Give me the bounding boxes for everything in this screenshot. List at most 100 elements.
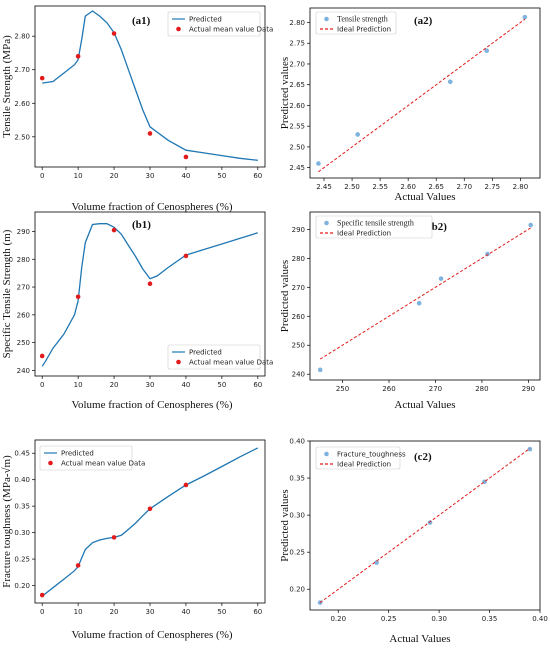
x-tick-label: 30 <box>146 381 155 389</box>
legend-entry: Predicted <box>189 16 222 24</box>
data-point <box>39 592 45 598</box>
data-point <box>355 132 360 137</box>
data-point <box>183 154 189 160</box>
data-point <box>111 31 117 36</box>
legend-marker-swatch <box>324 451 329 457</box>
y-tick-label: 0.45 <box>14 450 30 458</box>
x-tick-label: 10 <box>74 381 83 389</box>
x-tick-label: 280 <box>475 385 488 393</box>
x-tick-label: 30 <box>146 172 155 180</box>
x-tick-label: 290 <box>522 385 535 393</box>
legend-entry: Predicted <box>189 349 222 357</box>
plot-frame <box>309 440 541 611</box>
chart-c2: 0.20 0.25 0.30 0.35 0.40 0.20 0.25 0.30 0.35 0.40… <box>279 438 548 646</box>
panel-label: (b2) <box>428 221 447 233</box>
y-tick-label: 2.45 <box>289 164 305 172</box>
x-tick-label: 20 <box>110 172 119 180</box>
legend-box <box>315 215 433 239</box>
y-tick-label: 2.75 <box>289 40 305 48</box>
x-tick-label: 20 <box>110 608 119 616</box>
y-tick-label: 290 <box>17 228 30 236</box>
y-tick-label: 0.20 <box>14 582 30 590</box>
x-tick-label: 20 <box>110 381 119 389</box>
legend-marker-swatch <box>324 16 329 22</box>
y-tick-label: 0.40 <box>14 476 30 484</box>
y-tick-label: 2.55 <box>289 123 305 131</box>
legend-entry: Actual mean value Data <box>189 359 273 367</box>
data-point <box>39 75 45 81</box>
data-point <box>438 276 444 281</box>
x-axis-label: Actual Values <box>394 191 455 203</box>
data-point <box>75 54 81 59</box>
x-tick-label: 10 <box>74 172 83 180</box>
legend-entry: Ideal Prediction <box>337 26 391 34</box>
legend: Tensile strength Ideal Prediction <box>315 11 397 35</box>
data-point <box>183 253 189 259</box>
y-tick-label: 2.50 <box>14 133 30 141</box>
legend-box <box>315 11 397 35</box>
x-tick-label: 2.70 <box>456 183 472 191</box>
legend-entry: Ideal Prediction <box>337 461 391 469</box>
legend-entry: Predicted <box>61 450 94 458</box>
x-tick-label: 260 <box>382 385 395 393</box>
x-tick-label: 50 <box>217 608 226 616</box>
y-tick-label: 240 <box>292 371 305 379</box>
x-tick-label: 30 <box>146 608 155 616</box>
panel-label: (a2) <box>414 15 433 27</box>
legend-marker-swatch <box>324 220 329 226</box>
x-axis-label: Volume fraction of Cenospheres (%) <box>71 201 232 213</box>
x-tick-label: 0.30 <box>431 615 447 623</box>
x-tick-label: 2.60 <box>400 183 416 191</box>
y-tick-label: 2.70 <box>14 66 30 74</box>
y-tick-label: 0.30 <box>14 529 30 537</box>
chart-c1: 0 10 20 30 40 50 60 0.20 0.25 0.30 0.35 0.40 0.45 Vol… <box>1 439 266 641</box>
ideal-prediction-line <box>319 447 531 604</box>
x-tick-label: 60 <box>253 608 262 616</box>
y-axis-label: Predicted values <box>279 489 291 561</box>
x-axis-label: Volume fraction of Cenospheres (%) <box>71 399 232 411</box>
y-axis-label: Tensile Strength (MPa) <box>1 35 13 138</box>
data-point <box>528 222 534 228</box>
ideal-prediction-line <box>318 18 526 173</box>
x-tick-label: 270 <box>429 385 442 393</box>
x-tick-label: 0.40 <box>532 615 548 623</box>
data-point <box>75 563 81 568</box>
y-tick-label: 0.35 <box>289 475 305 483</box>
data-point <box>147 506 153 512</box>
y-tick-label: 280 <box>292 255 305 263</box>
data-point <box>317 367 323 373</box>
y-tick-label: 0.40 <box>289 438 305 446</box>
data-point <box>147 131 153 136</box>
panel-label: (c2) <box>414 451 432 463</box>
predicted-line <box>41 447 259 597</box>
legend: Specific tensile strength Ideal Predictio… <box>315 215 433 239</box>
x-tick-label: 50 <box>217 381 226 389</box>
x-tick-label: 2.75 <box>485 183 501 191</box>
data-point <box>111 535 117 540</box>
y-tick-label: 0.35 <box>14 503 30 511</box>
y-tick-label: 250 <box>17 339 30 347</box>
data-point <box>447 79 453 85</box>
y-tick-label: 2.60 <box>289 102 305 110</box>
plot-frame <box>309 7 541 179</box>
x-tick-label: 40 <box>181 608 190 616</box>
predicted-line <box>42 10 258 161</box>
x-axis-label: Actual Values <box>389 633 450 645</box>
x-tick-label: 60 <box>253 172 262 180</box>
x-tick-label: 0 <box>40 381 44 389</box>
data-point <box>111 227 117 233</box>
y-tick-label: 0.20 <box>289 586 305 594</box>
legend: Fracture_toughness Ideal Prediction <box>315 446 406 470</box>
x-axis-label: Volume fraction of Cenospheres (%) <box>71 629 232 641</box>
panel-label: (b1) <box>132 219 151 231</box>
y-tick-label: 260 <box>292 313 305 321</box>
y-tick-label: 0.25 <box>14 556 30 564</box>
legend-entry: Tensile strength <box>337 15 388 24</box>
legend-entry: Specific tensile strength <box>337 219 414 228</box>
x-tick-label: 250 <box>336 385 349 393</box>
x-tick-label: 0 <box>40 172 44 180</box>
chart-a2: 2.45 2.50 2.55 2.60 2.65 2.70 2.75 2.80 2.45 2.50… <box>279 7 541 203</box>
x-tick-label: 2.65 <box>428 183 444 191</box>
y-axis-label: Predicted values <box>279 57 291 129</box>
